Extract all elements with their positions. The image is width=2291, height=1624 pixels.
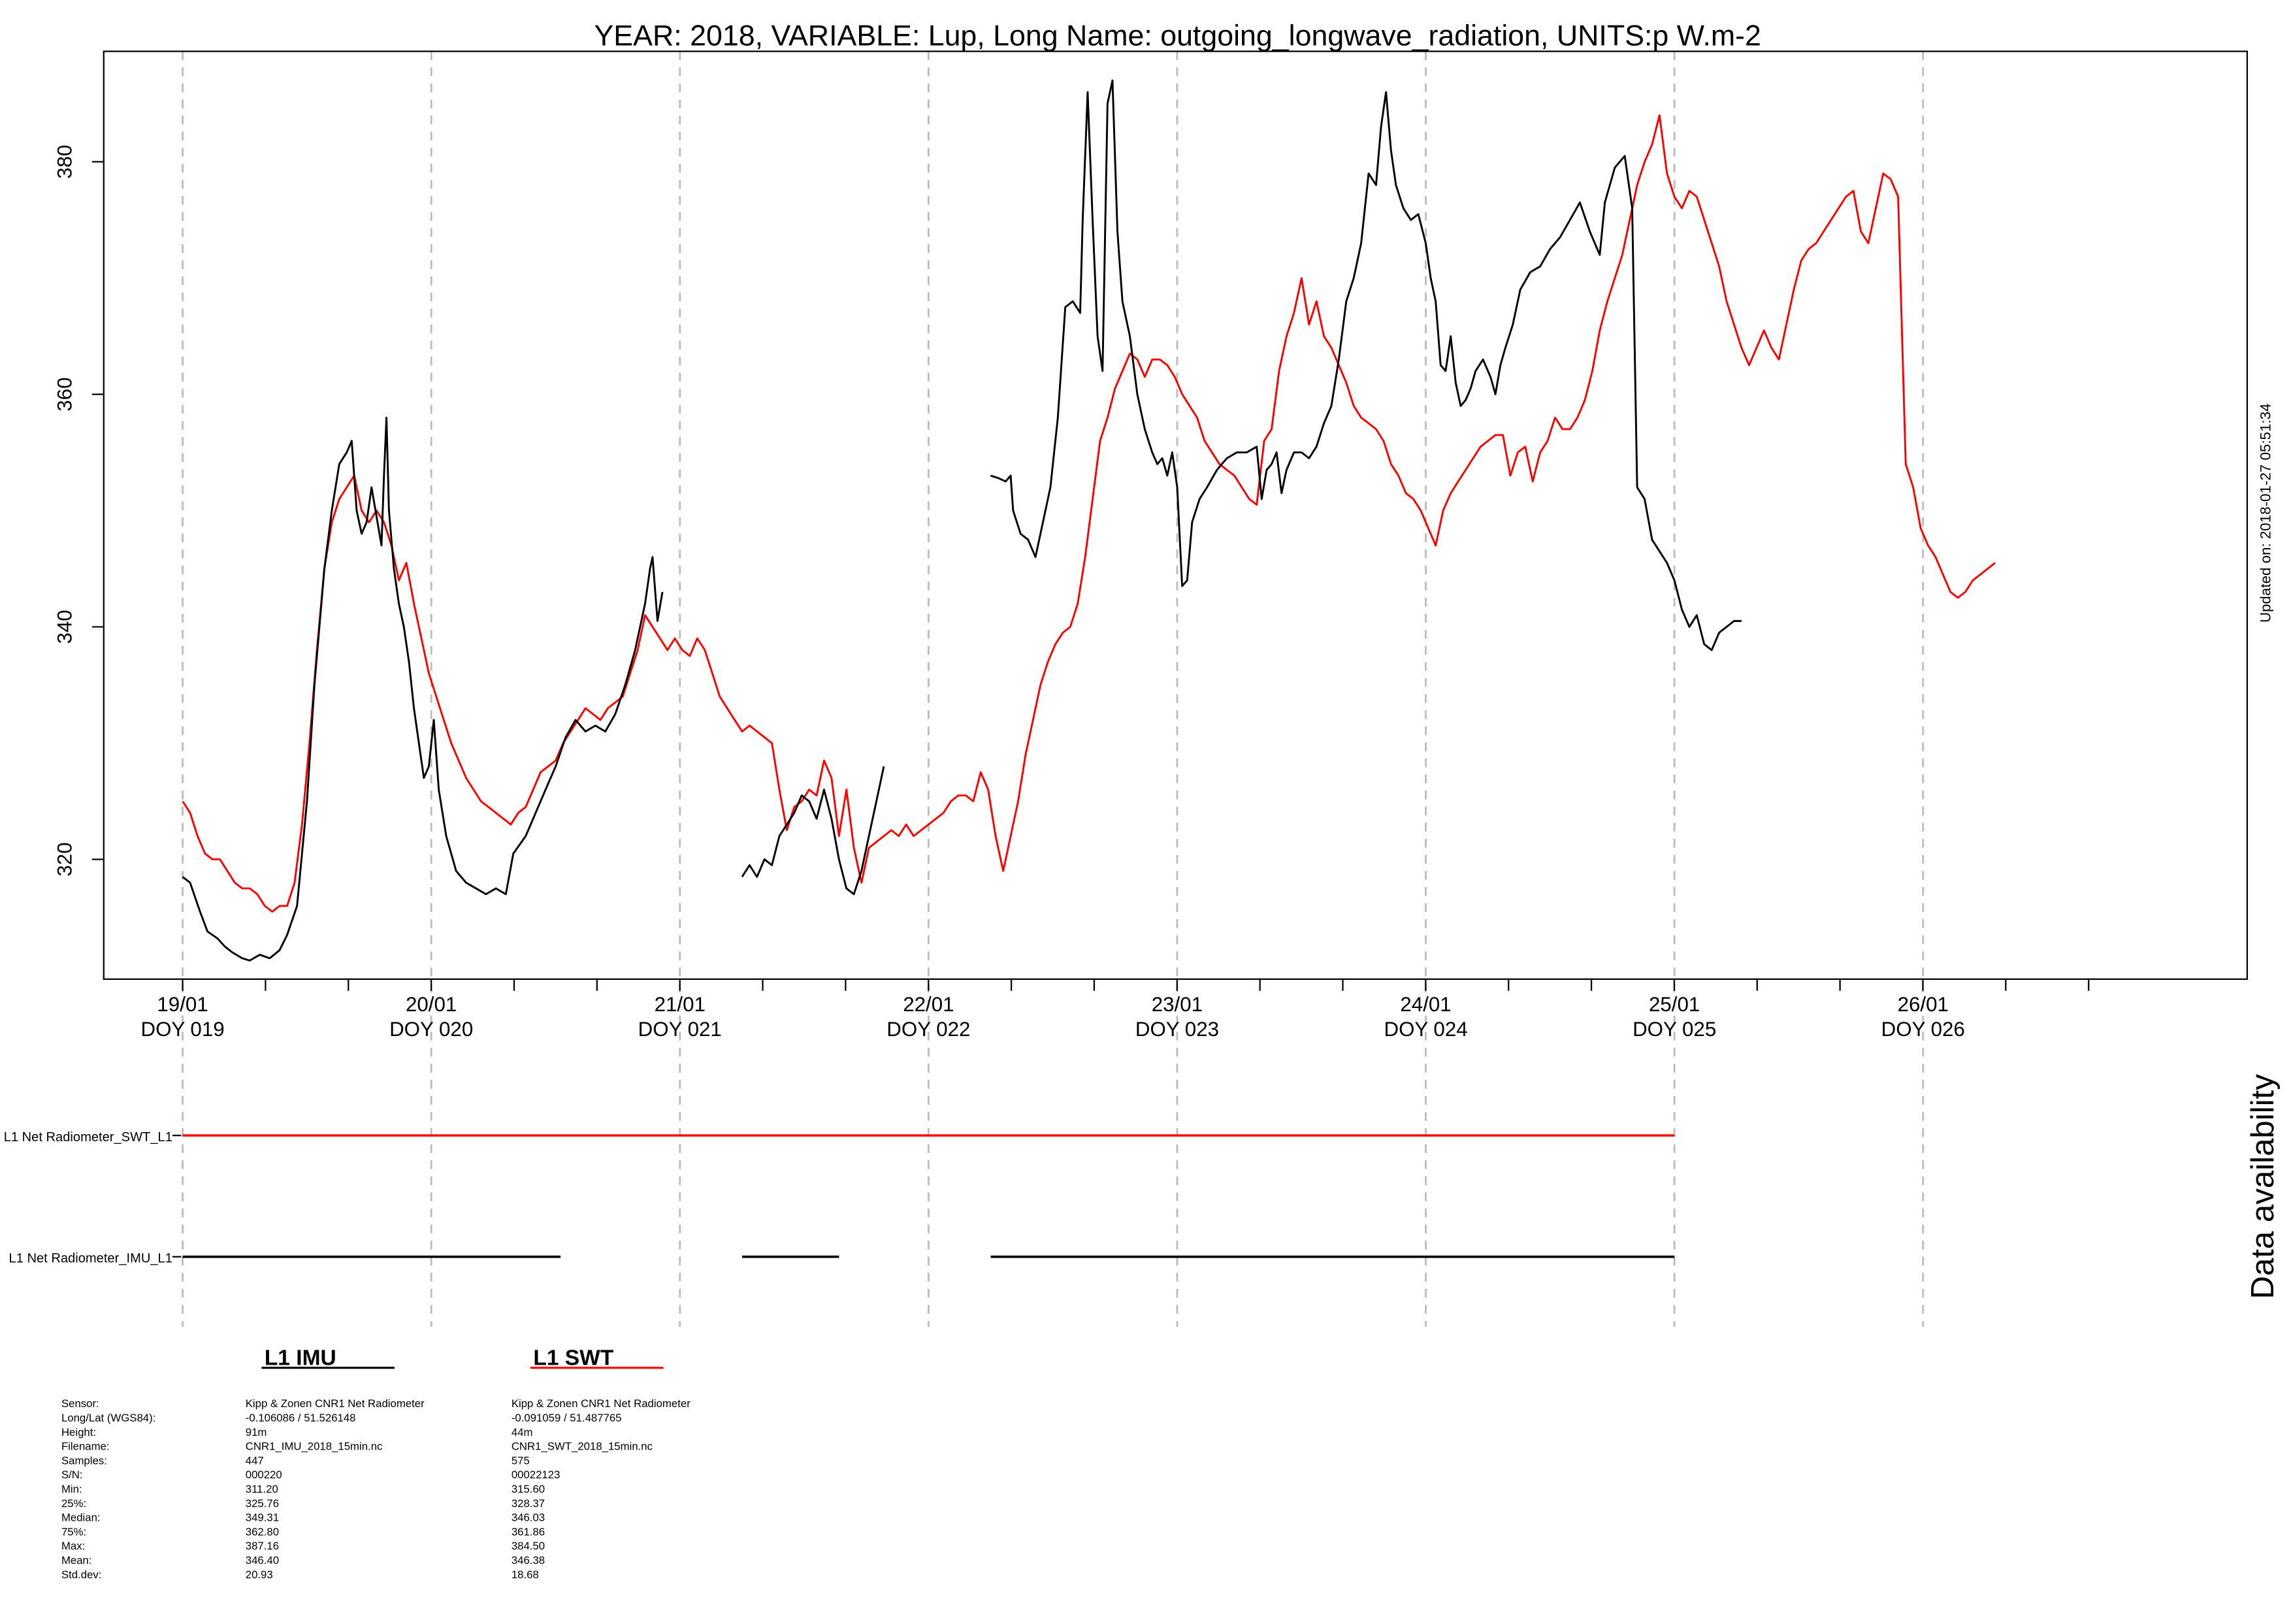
info-row-label: 25%: bbox=[61, 1497, 86, 1510]
x-tick-doy: DOY 022 bbox=[886, 1018, 970, 1041]
x-tick-date: 26/01 bbox=[1898, 993, 1949, 1016]
info-cell: -0.091059 / 51.487765 bbox=[512, 1412, 622, 1424]
updated-timestamp: Updated on: 2018-01-27 05:51:34 bbox=[2258, 404, 2274, 623]
info-cell: CNR1_SWT_2018_15min.nc bbox=[512, 1440, 653, 1453]
x-tick-date: 22/01 bbox=[903, 993, 954, 1016]
info-row-label: Max: bbox=[61, 1540, 85, 1552]
info-row-label: Min: bbox=[61, 1483, 82, 1495]
info-row-label: Samples: bbox=[61, 1454, 107, 1467]
info-cell: 384.50 bbox=[512, 1540, 545, 1552]
y-tick-label: 380 bbox=[54, 145, 76, 179]
x-tick-doy: DOY 021 bbox=[638, 1018, 722, 1041]
info-cell: 18.68 bbox=[512, 1568, 539, 1581]
info-cell: 362.80 bbox=[246, 1525, 279, 1538]
info-cell: Kipp & Zonen CNR1 Net Radiometer bbox=[246, 1397, 425, 1410]
info-row-label: Mean: bbox=[61, 1554, 92, 1567]
info-cell: 349.31 bbox=[246, 1512, 279, 1524]
availability-row-label: L1 Net Radiometer_IMU_L1 bbox=[9, 1252, 172, 1266]
availability-title: Data availability bbox=[2245, 1074, 2281, 1299]
info-cell: 346.38 bbox=[512, 1554, 545, 1567]
x-tick-doy: DOY 019 bbox=[140, 1018, 224, 1041]
info-cell: 44m bbox=[512, 1426, 533, 1438]
info-cell: 91m bbox=[246, 1426, 267, 1438]
series-line-imu bbox=[741, 766, 885, 896]
info-cell: 346.40 bbox=[246, 1554, 279, 1567]
series-line-imu bbox=[182, 416, 664, 962]
y-tick-label: 320 bbox=[54, 842, 76, 876]
y-tick-label: 360 bbox=[54, 378, 76, 412]
legend-label: L1 IMU bbox=[265, 1346, 336, 1370]
legend-label: L1 SWT bbox=[533, 1346, 613, 1370]
x-tick-doy: DOY 026 bbox=[1881, 1018, 1965, 1041]
info-cell: 361.86 bbox=[512, 1525, 545, 1538]
info-cell: -0.106086 / 51.526148 bbox=[246, 1412, 356, 1424]
info-cell: 000220 bbox=[246, 1469, 282, 1481]
series-line-swt bbox=[182, 114, 1996, 913]
info-cell: 00022123 bbox=[512, 1469, 561, 1481]
y-tick-label: 340 bbox=[54, 609, 76, 643]
info-row-label: Filename: bbox=[61, 1440, 110, 1453]
info-cell: 325.76 bbox=[246, 1497, 279, 1510]
info-cell: Kipp & Zonen CNR1 Net Radiometer bbox=[512, 1397, 691, 1410]
info-row-label: Median: bbox=[61, 1512, 101, 1524]
info-cell: 575 bbox=[512, 1454, 530, 1467]
info-cell: 20.93 bbox=[246, 1568, 273, 1581]
x-tick-doy: DOY 023 bbox=[1135, 1018, 1219, 1041]
x-tick-date: 20/01 bbox=[406, 993, 457, 1016]
x-tick-date: 23/01 bbox=[1152, 993, 1203, 1016]
info-cell: 346.03 bbox=[512, 1512, 545, 1524]
info-cell: 447 bbox=[246, 1454, 264, 1467]
info-cell: 328.37 bbox=[512, 1497, 545, 1510]
info-row-label: Height: bbox=[61, 1426, 96, 1438]
info-cell: CNR1_IMU_2018_15min.nc bbox=[246, 1440, 383, 1453]
plot-frame bbox=[103, 50, 2249, 980]
x-tick-date: 25/01 bbox=[1649, 993, 1700, 1016]
availability-row-label: L1 Net Radiometer_SWT_L1 bbox=[4, 1130, 172, 1145]
chart-title: YEAR: 2018, VARIABLE: Lup, Long Name: ou… bbox=[594, 20, 1761, 52]
info-row-label: S/N: bbox=[61, 1469, 83, 1481]
info-cell: 311.20 bbox=[246, 1483, 278, 1495]
info-row-label: Sensor: bbox=[61, 1397, 99, 1410]
x-tick-doy: DOY 020 bbox=[389, 1018, 473, 1041]
info-cell: 387.16 bbox=[246, 1540, 279, 1552]
x-tick-doy: DOY 024 bbox=[1384, 1018, 1467, 1041]
x-tick-date: 24/01 bbox=[1400, 993, 1451, 1016]
info-row-label: Std.dev: bbox=[61, 1568, 102, 1581]
info-row-label: Long/Lat (WGS84): bbox=[61, 1412, 155, 1424]
info-cell: 315.60 bbox=[512, 1483, 545, 1495]
series-line-imu bbox=[990, 79, 1742, 651]
x-tick-doy: DOY 025 bbox=[1633, 1018, 1716, 1041]
x-tick-date: 19/01 bbox=[157, 993, 208, 1016]
info-row-label: 75%: bbox=[61, 1525, 86, 1538]
x-tick-date: 21/01 bbox=[655, 993, 706, 1016]
